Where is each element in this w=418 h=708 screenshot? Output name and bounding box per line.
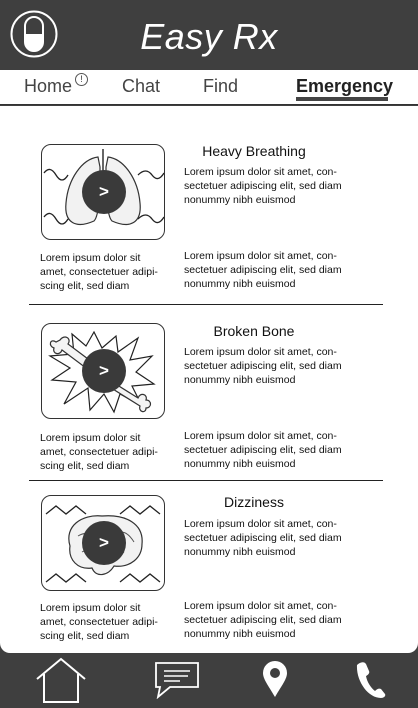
tab-emergency[interactable]: Emergency bbox=[296, 76, 393, 97]
nav-chat-button[interactable] bbox=[154, 661, 200, 704]
bottom-nav-bar bbox=[0, 655, 418, 704]
nav-find-button[interactable] bbox=[262, 661, 288, 704]
card-caption: Lorem ipsum dolor sit amet, consectetuer… bbox=[40, 252, 158, 292]
emergency-list: > Heavy Breathing Lorem ipsum dolor sit … bbox=[0, 106, 418, 653]
card-title: Dizziness bbox=[224, 494, 284, 510]
video-thumbnail[interactable]: > bbox=[41, 495, 165, 591]
card-caption: Lorem ipsum dolor sit amet, consectetuer… bbox=[40, 602, 158, 642]
nav-call-button[interactable] bbox=[354, 661, 386, 704]
tab-chat[interactable]: Chat bbox=[122, 76, 160, 97]
card-title: Heavy Breathing bbox=[202, 143, 306, 159]
nav-home-button[interactable] bbox=[34, 657, 88, 708]
notification-badge: ! bbox=[75, 73, 88, 86]
tab-find-label: Find bbox=[203, 76, 239, 96]
tab-bar: Home ! Chat Find Emergency bbox=[0, 70, 418, 105]
card-description: Lorem ipsum dolor sit amet, con- sectetu… bbox=[184, 250, 342, 290]
chat-bubble-icon bbox=[155, 662, 199, 700]
active-tab-indicator bbox=[296, 97, 388, 101]
play-button[interactable]: > bbox=[82, 521, 126, 565]
app-title: Easy Rx bbox=[140, 16, 278, 57]
card-description: Lorem ipsum dolor sit amet, con- sectetu… bbox=[184, 518, 342, 558]
location-pin-icon bbox=[263, 661, 287, 697]
card-description: Lorem ipsum dolor sit amet, con- sectetu… bbox=[184, 166, 342, 206]
tab-chat-label: Chat bbox=[122, 76, 161, 96]
pill-logo-icon bbox=[10, 10, 58, 58]
tab-find[interactable]: Find bbox=[203, 76, 238, 97]
tab-home[interactable]: Home bbox=[24, 76, 72, 97]
tab-emergency-label: Emergency bbox=[296, 76, 394, 96]
divider bbox=[29, 304, 383, 305]
card-description: Lorem ipsum dolor sit amet, con- sectetu… bbox=[184, 346, 342, 386]
divider bbox=[29, 480, 383, 481]
play-button[interactable]: > bbox=[82, 349, 126, 393]
card-title: Broken Bone bbox=[213, 323, 295, 339]
card-caption: Lorem ipsum dolor sit amet, consectetuer… bbox=[40, 432, 158, 472]
card-description: Lorem ipsum dolor sit amet, con- sectetu… bbox=[184, 430, 342, 470]
emergency-card-dizziness: > Dizziness Lorem ipsum dolor sit amet, … bbox=[0, 484, 418, 658]
video-thumbnail[interactable]: > bbox=[41, 144, 165, 240]
emergency-card-heavy-breathing: > Heavy Breathing Lorem ipsum dolor sit … bbox=[0, 132, 418, 306]
emergency-card-broken-bone: > Broken Bone Lorem ipsum dolor sit amet… bbox=[0, 312, 418, 486]
tab-home-label: Home bbox=[24, 76, 73, 96]
video-thumbnail[interactable]: > bbox=[41, 323, 165, 419]
home-icon bbox=[36, 657, 86, 703]
play-button[interactable]: > bbox=[82, 170, 126, 214]
card-description: Lorem ipsum dolor sit amet, con- sectetu… bbox=[184, 600, 342, 640]
phone-icon bbox=[356, 662, 386, 698]
app-header: Easy Rx bbox=[0, 0, 418, 70]
